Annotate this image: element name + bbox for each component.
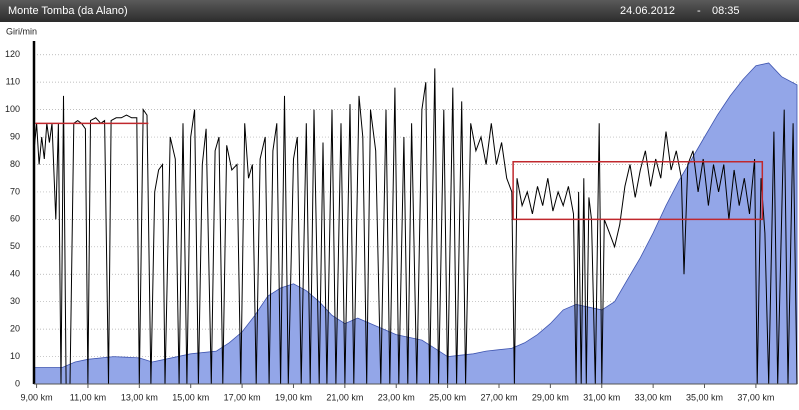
header-time: 08:35 (712, 5, 740, 17)
x-tick-label: 37,00 km (737, 392, 774, 402)
y-tick-label: 120 (5, 49, 20, 59)
x-tick-label: 31,00 km (583, 392, 620, 402)
x-tick-label: 21,00 km (326, 392, 363, 402)
elevation-area (33, 62, 798, 385)
y-tick-label: 10 (10, 351, 20, 361)
x-tick-label: 35,00 km (686, 392, 723, 402)
plot-area: 0 10 20 30 40 50 60 70 80 90 100 110 120 9,00 km 11,00… (5, 41, 798, 402)
header-date: 24.06.2012 (620, 5, 675, 17)
highlight-box (512, 160, 764, 221)
header-bar (0, 0, 799, 22)
y-tick-label: 0 (15, 378, 20, 388)
y-tick-label: 40 (10, 269, 20, 279)
x-tick-label: 15,00 km (172, 392, 209, 402)
x-tick-label: 25,00 km (429, 392, 466, 402)
y-tick-label: 70 (10, 186, 20, 196)
x-tick-label: 19,00 km (275, 392, 312, 402)
x-tick-label: 27,00 km (480, 392, 517, 402)
x-tick-label: 13,00 km (121, 392, 158, 402)
x-tick-label: 11,00 km (70, 392, 106, 402)
y-tick-label: 20 (10, 323, 20, 333)
y-axis-label: Giri/min (6, 26, 37, 36)
y-tick-label: 110 (6, 77, 20, 87)
x-tick-label: 33,00 km (635, 392, 672, 402)
x-tick-label: 29,00 km (532, 392, 569, 402)
x-tick-label: 9,00 km (21, 392, 53, 402)
x-tick-label: 23,00 km (378, 392, 415, 402)
y-tick-label: 50 (10, 241, 20, 251)
y-tick-label: 30 (10, 296, 20, 306)
y-tick-label: 60 (10, 214, 20, 224)
y-tick-label: 90 (10, 131, 20, 141)
y-tick-label: 100 (5, 104, 20, 114)
header-separator: - (697, 5, 701, 17)
y-tick-label: 80 (10, 159, 20, 169)
header-title: Monte Tomba (da Alano) (8, 5, 128, 17)
x-tick-label: 17,00 km (224, 392, 261, 402)
